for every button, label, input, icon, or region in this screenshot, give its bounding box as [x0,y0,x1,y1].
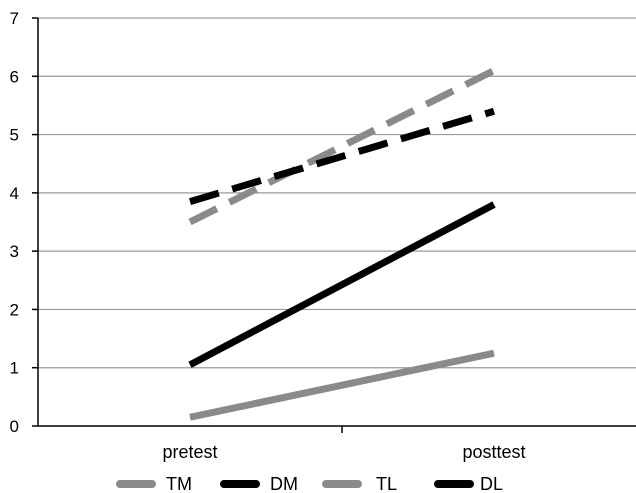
y-tick-label: 7 [10,9,19,28]
legend-item-dm: DM [220,474,298,493]
x-category-label: posttest [462,442,525,462]
y-ticks: 0 1 2 3 4 5 6 7 [10,9,38,436]
series-lines [188,67,496,421]
legend-label: DM [270,474,298,493]
series-line-tl [189,349,495,421]
legend-label: TM [166,474,192,493]
y-tick-label: 4 [10,184,19,203]
legend-item-dl: DL [434,474,503,493]
y-tick-label: 1 [10,359,19,378]
legend-item-tm: TM [116,474,192,493]
legend: TM DM TL DL [116,474,503,493]
y-tick-label: 3 [10,242,19,261]
axes [37,18,636,427]
x-ticks: pretest posttest [162,426,526,462]
grid-lines [38,17,636,369]
y-tick-label: 0 [10,417,19,436]
y-tick-label: 6 [10,67,19,86]
series-line-dl [188,201,496,368]
legend-label: TL [376,474,397,493]
x-category-label: pretest [162,442,217,462]
legend-label: DL [480,474,503,493]
y-tick-label: 2 [10,300,19,319]
y-tick-label: 5 [10,126,19,145]
legend-item-tl: TL [322,474,397,493]
series-line-tm [188,67,496,226]
series-line-dm [189,107,495,205]
